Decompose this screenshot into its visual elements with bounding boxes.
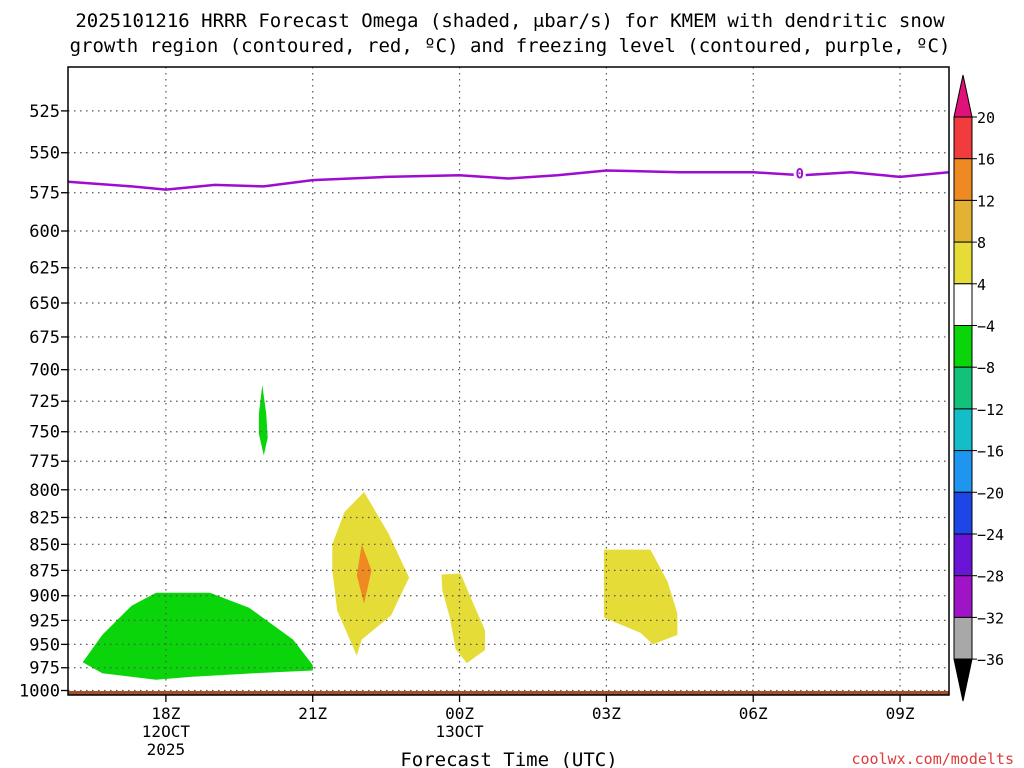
colorbar-bin--28--24 [953,533,973,577]
y-tick-label-850: 850 [29,535,60,555]
colorbar-bin-16-20 [953,116,973,160]
x-tick-label-18Z-3: 2025 [147,740,186,759]
y-tick-label-575: 575 [29,184,60,204]
colorbar-label-7: −12 [977,401,1004,419]
y-tick-label-725: 725 [29,392,60,412]
colorbar-label-1: 16 [977,151,995,169]
colorbar-bin-4-8 [953,241,973,285]
y-tick-label-775: 775 [29,452,60,472]
y-tick-label-825: 825 [29,508,60,528]
colorbar-bin--32--28 [953,575,973,618]
x-tick-label-18Z-1: 18Z [151,704,180,723]
x-tick-label-21Z-1: 21Z [298,704,327,723]
y-tick-label-675: 675 [29,328,60,348]
colorbar-label-11: −28 [977,568,1004,586]
x-axis-label: Forecast Time (UTC) [400,749,617,768]
y-tick-label-600: 600 [29,222,60,242]
colorbar-label-8: −16 [977,443,1004,461]
plot-area: 0 [67,66,950,696]
colorbar-bin--16--12 [953,408,973,452]
x-tick-label-06Z-1: 06Z [739,704,768,723]
y-tick-label-975: 975 [29,659,60,679]
freezing-level-line [68,169,949,191]
colorbar-bin--4-4 [953,283,973,326]
y-tick-label-950: 950 [29,635,60,655]
x-tick-label-09Z-1: 09Z [886,704,915,723]
colorbar-label-13: −36 [977,651,1004,669]
omega-region-1 [82,592,313,680]
colorbar-bin-12-16 [953,158,973,201]
plot-frame [67,66,950,696]
colorbar-label-4: 4 [977,276,986,294]
x-tick-label-18Z-2: 12OCT [142,722,191,741]
plot-contents: 0 [68,67,949,695]
colorbar-label-10: −24 [977,526,1004,544]
omega-region-4 [356,544,372,604]
colorbar-bin--36--32 [953,616,973,660]
pressure-axis: 525 550 575 600 625 650 675 700 725 750 775 800 825 8… [19,102,68,702]
ground-band [68,691,949,695]
chart-title-line-2: growth region (contoured, red, ºC) and f… [70,35,951,57]
colorbar-label-12: −32 [977,609,1004,627]
colorbar-label-2: 12 [977,192,995,210]
chart-title-line-1: 2025101216 HRRR Forecast Omega (shaded, … [75,10,945,32]
freezing-level-label: 0 [796,167,804,183]
colorbar-bin--20--16 [953,450,973,493]
omega-region-2 [258,385,268,456]
colorbar-label-3: 8 [977,234,986,252]
omega-region-6 [603,549,678,645]
y-tick-label-925: 925 [29,611,60,631]
y-tick-label-800: 800 [29,481,60,501]
colorbar-label-0: 20 [977,109,995,127]
colorbar-bin-8-12 [953,199,973,243]
y-tick-label-625: 625 [29,259,60,279]
colorbar-label-9: −20 [977,484,1004,502]
y-tick-label-900: 900 [29,587,60,607]
y-tick-label-750: 750 [29,423,60,443]
x-tick-label-03Z-1: 03Z [592,704,621,723]
y-tick-label-650: 650 [29,294,60,314]
colorbar-under-triangle [953,658,973,702]
y-tick-label-700: 700 [29,361,60,381]
x-tick-label-00Z-1: 00Z [445,704,474,723]
y-tick-label-550: 550 [29,144,60,164]
colorbar-bin--8--4 [953,325,973,368]
colorbar-label-6: −8 [977,359,995,377]
colorbar-bin--24--20 [953,491,973,535]
colorbar-bin--12--8 [953,366,973,410]
watermark: coolwx.com/modelts [851,750,1014,768]
y-tick-label-1000: 1000 [19,682,60,702]
y-tick-label-525: 525 [29,102,60,122]
y-tick-label-875: 875 [29,561,60,581]
colorbar-legend: 20 16 12 8 4 −4 −8 −12 −16 −20 −24 −28 −32 −36 [953,74,1004,702]
x-tick-label-00Z-2: 13OCT [435,722,484,741]
freezing-level-label-bg [793,164,806,181]
colorbar-label-5: −4 [977,318,995,336]
